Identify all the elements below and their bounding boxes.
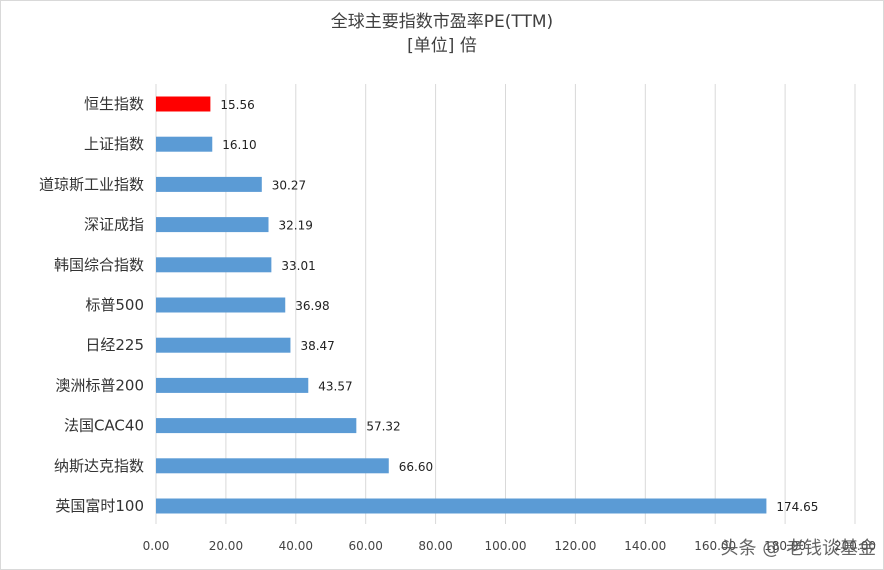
bar: [156, 176, 262, 192]
category-label: 深证成指: [84, 216, 144, 234]
x-tick-label: 140.00: [624, 539, 666, 553]
category-label: 纳斯达克指数: [54, 457, 144, 475]
value-label: 15.56: [220, 98, 254, 112]
chart-subtitle: [单位] 倍: [407, 36, 477, 56]
bar: [156, 297, 286, 313]
bar: [156, 377, 309, 393]
x-tick-label: 0.00: [143, 539, 170, 553]
x-axis-ticks: 0.00 20.00 40.00 60.00 80.00 100.00 120.00 140.…: [143, 539, 876, 553]
value-label: 32.19: [279, 219, 313, 233]
x-tick-label: 200.00: [834, 539, 876, 553]
watermark: 头条 @ 老钱谈基金: [720, 538, 876, 559]
value-label: 57.32: [366, 420, 400, 434]
value-label: 16.10: [222, 138, 256, 152]
category-label: 法国CAC40: [64, 417, 144, 435]
category-label: 韩国综合指数: [54, 256, 144, 274]
chart-title: 全球主要指数市盈率PE(TTM): [330, 12, 554, 32]
x-tick-label: 180.00: [764, 539, 806, 553]
value-label: 43.57: [318, 379, 352, 393]
x-tick-label: 120.00: [554, 539, 596, 553]
bar: [156, 257, 272, 273]
x-tick-label: 20.00: [209, 539, 243, 553]
bar: [156, 498, 767, 514]
value-labels: 15.56 16.10 30.27 32.19 33.01 36.98 38.47 43.57…: [220, 98, 818, 514]
category-label: 标普500: [85, 296, 144, 314]
value-label: 33.01: [281, 259, 315, 273]
bar: [156, 458, 389, 474]
x-tick-label: 60.00: [349, 539, 383, 553]
category-label: 恒生指数: [84, 95, 144, 113]
category-label: 澳洲标普200: [55, 376, 144, 394]
bar: [156, 337, 291, 353]
x-tick-label: 160.00: [694, 539, 736, 553]
value-label: 36.98: [295, 299, 329, 313]
bar: [156, 418, 357, 434]
category-label: 日经225: [85, 336, 144, 354]
category-label: 道琼斯工业指数: [39, 175, 144, 193]
chart-title-block: 全球主要指数市盈率PE(TTM) [单位] 倍: [0, 10, 884, 58]
bar: [156, 96, 211, 112]
x-tick-label: 40.00: [279, 539, 313, 553]
bar: [156, 136, 213, 152]
x-tick-label: 80.00: [418, 539, 452, 553]
value-label: 66.60: [399, 460, 433, 474]
bar: [156, 217, 269, 233]
category-label: 英国富时100: [55, 497, 144, 515]
x-tick-label: 100.00: [485, 539, 527, 553]
value-label: 174.65: [776, 500, 818, 514]
bars: [156, 96, 767, 514]
category-label: 上证指数: [84, 135, 144, 153]
value-label: 30.27: [272, 178, 306, 192]
value-label: 38.47: [300, 339, 334, 353]
